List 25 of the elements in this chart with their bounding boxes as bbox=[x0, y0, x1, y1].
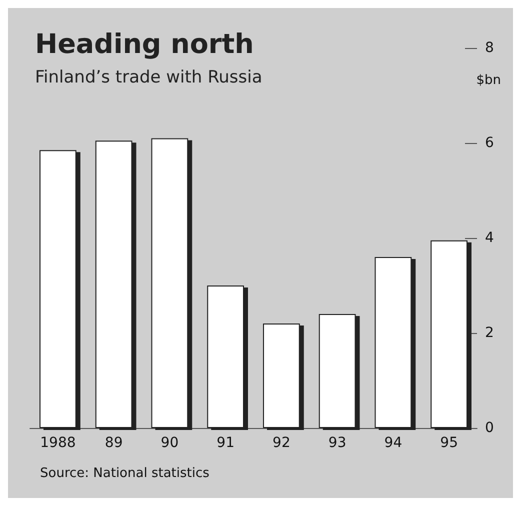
x-tick-label: 89 bbox=[104, 435, 123, 451]
y-tick-label: 0 bbox=[485, 420, 494, 436]
bar bbox=[151, 138, 188, 428]
bar bbox=[207, 286, 244, 428]
y-tick-label: 8 bbox=[485, 40, 494, 56]
x-tick-label: 92 bbox=[272, 435, 290, 451]
y-tick-label: 2 bbox=[485, 325, 494, 341]
x-tick-label: 95 bbox=[440, 435, 458, 451]
bar bbox=[374, 257, 412, 428]
x-tick-label: 91 bbox=[216, 435, 234, 451]
x-tick-label: 93 bbox=[328, 435, 346, 451]
bar bbox=[95, 140, 132, 428]
x-tick-label: 94 bbox=[384, 435, 402, 451]
x-tick-label: 90 bbox=[160, 435, 179, 451]
y-axis-title: $bn bbox=[476, 73, 502, 88]
bar bbox=[318, 314, 356, 428]
x-tick-label: 1988 bbox=[40, 435, 76, 451]
bar bbox=[263, 324, 300, 428]
bar bbox=[430, 240, 468, 428]
source-note: Source: National statistics bbox=[40, 466, 210, 481]
text: Finland’s trade with Russia bbox=[35, 68, 262, 88]
bar bbox=[40, 150, 76, 428]
y-tick-label: 6 bbox=[485, 135, 494, 151]
y-tick-label: 4 bbox=[485, 230, 494, 246]
chart-title: Heading north bbox=[35, 29, 254, 60]
